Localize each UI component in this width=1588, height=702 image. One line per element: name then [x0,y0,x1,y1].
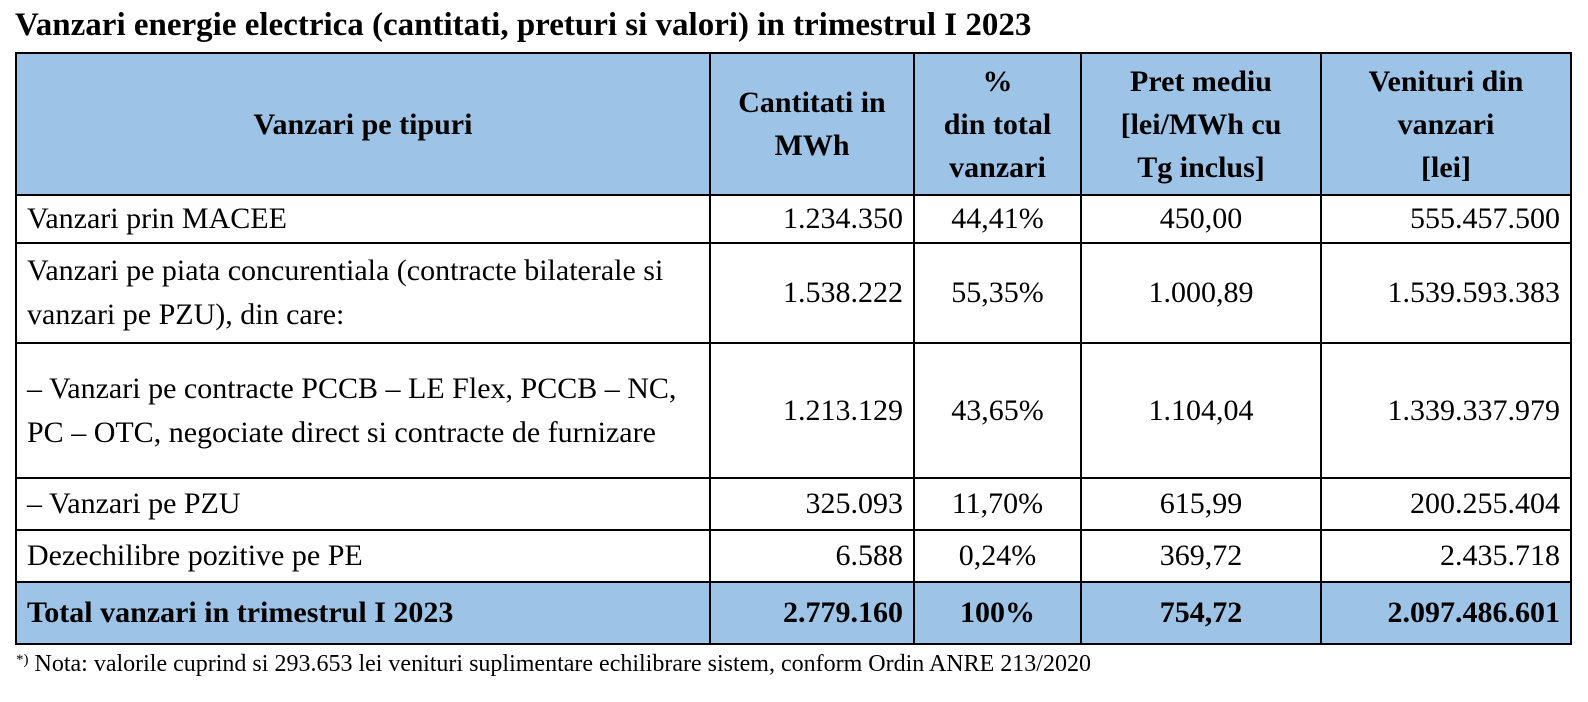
row-label: Vanzari pe piata concurentiala (contract… [15,242,711,344]
header-revenue: Venituri din vanzari [lei] [1320,52,1572,196]
row-percent: 43,65% [913,342,1082,479]
total-price: 754,72 [1080,581,1322,645]
header-percent: % din total vanzari [913,52,1082,196]
row-revenue: 1.539.593.383 [1320,242,1572,344]
header-type: Vanzari pe tipuri [15,52,711,196]
footnote: *) Nota: valorile cuprind si 293.653 lei… [16,649,1091,679]
row-price: 369,72 [1080,529,1322,583]
total-revenue: 2.097.486.601 [1320,581,1572,645]
header-row: Vanzari pe tipuri Cantitati in MWh % din… [15,52,1572,196]
row-percent: 44,41% [913,194,1082,244]
row-percent: 55,35% [913,242,1082,344]
sales-table: Vanzari pe tipuri Cantitati in MWh % din… [15,52,1572,645]
row-label: Vanzari prin MACEE [15,194,711,244]
table-row: – Vanzari pe PZU 325.093 11,70% 615,99 2… [15,477,1572,531]
row-quantity: 1.234.350 [709,194,915,244]
row-quantity: 1.213.129 [709,342,915,479]
table-row: Vanzari prin MACEE 1.234.350 44,41% 450,… [15,194,1572,244]
total-quantity: 2.779.160 [709,581,915,645]
row-price: 1.104,04 [1080,342,1322,479]
table-row: Vanzari pe piata concurentiala (contract… [15,242,1572,344]
row-label: Dezechilibre pozitive pe PE [15,529,711,583]
row-revenue: 200.255.404 [1320,477,1572,531]
row-revenue: 1.339.337.979 [1320,342,1572,479]
total-label: Total vanzari in trimestrul I 2023 [15,581,711,645]
row-label: – Vanzari pe PZU [15,477,711,531]
row-label: – Vanzari pe contracte PCCB – LE Flex, P… [15,342,711,479]
footnote-text: Nota: valorile cuprind si 293.653 lei ve… [28,651,1091,677]
page-title: Vanzari energie electrica (cantitati, pr… [15,7,1032,43]
row-percent: 0,24% [913,529,1082,583]
total-row: Total vanzari in trimestrul I 2023 2.779… [15,581,1572,645]
row-price: 615,99 [1080,477,1322,531]
table-row: Dezechilibre pozitive pe PE 6.588 0,24% … [15,529,1572,583]
row-revenue: 2.435.718 [1320,529,1572,583]
row-quantity: 6.588 [709,529,915,583]
row-quantity: 325.093 [709,477,915,531]
total-percent: 100% [913,581,1082,645]
footnote-marker: *) [16,652,29,668]
header-price: Pret mediu [lei/MWh cu Tg inclus] [1080,52,1322,196]
table-row: – Vanzari pe contracte PCCB – LE Flex, P… [15,342,1572,479]
row-quantity: 1.538.222 [709,242,915,344]
row-percent: 11,70% [913,477,1082,531]
header-quantity: Cantitati in MWh [709,52,915,196]
row-price: 1.000,89 [1080,242,1322,344]
row-revenue: 555.457.500 [1320,194,1572,244]
row-price: 450,00 [1080,194,1322,244]
